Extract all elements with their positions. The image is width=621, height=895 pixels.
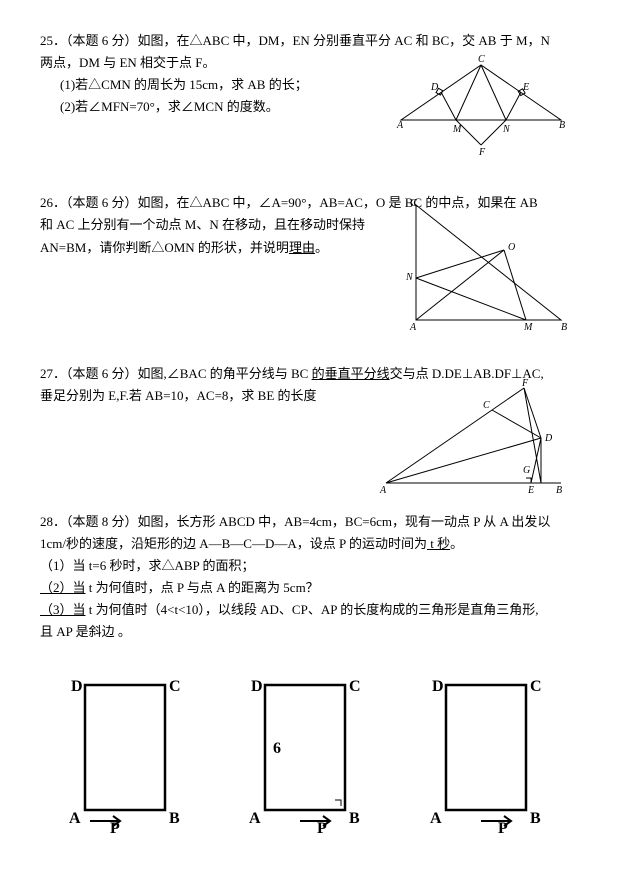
p28-fig-1: D C A B P: [65, 673, 195, 840]
p28-f1-B: B: [169, 810, 180, 827]
p26-figure: A B C O M N: [406, 200, 571, 337]
p26-label-N: N: [405, 272, 414, 283]
p27-label-F: F: [521, 378, 529, 389]
p27-u: 的垂直平分线: [312, 366, 390, 381]
p28-q3-pre: （3）当: [40, 602, 86, 617]
p25-label-C: C: [478, 54, 485, 65]
p25-label-D: D: [430, 82, 439, 93]
p28-f1-A: A: [69, 810, 81, 827]
p28-line2-pre: 1cm/秒的速度，沿矩形的边 A—B—C—D—A，设点 P 的运动时间为: [40, 536, 427, 551]
p28-num: 28．: [40, 514, 66, 529]
p28-f3-C: C: [530, 678, 542, 695]
p26-label-A: A: [409, 322, 417, 333]
problem-26: 26．（本题 6 分）如图，在△ABC 中，∠A=90°，AB=AC，O 是 B…: [40, 192, 581, 338]
p27-label-E: E: [527, 485, 534, 496]
p25-label-E: E: [522, 82, 529, 93]
problem-27: 27．（本题 6 分）如图,∠BAC 的角平分线与 BC 的垂直平分线交与点 D…: [40, 363, 581, 487]
p27-label-G: G: [523, 465, 530, 476]
p27-label-A: A: [379, 485, 387, 496]
p28-head: （本题 8 分）如图，长方形 ABCD 中，AB=4cm，BC=6cm，现有一动…: [66, 514, 550, 529]
problem-28: 28．（本题 8 分）如图，长方形 ABCD 中，AB=4cm，BC=6cm，现…: [40, 511, 581, 841]
p28-f3-A: A: [430, 810, 442, 827]
p26-label-B: B: [561, 322, 567, 333]
p28-q1: （1）当 t=6 秒时，求△ABP 的面积；: [40, 555, 581, 577]
p28-q2: （2）当 t 为何值时，点 P 与点 A 的距离为 5cm？: [40, 577, 581, 599]
p26-label-C: C: [410, 198, 417, 209]
p26-num: 26．: [40, 195, 66, 210]
p25-num: 25．: [40, 33, 66, 48]
p27-figure: A B C D E F G: [376, 383, 576, 500]
p28-f2-B: B: [349, 810, 360, 827]
p28-line1: 28．（本题 8 分）如图，长方形 ABCD 中，AB=4cm，BC=6cm，现…: [40, 511, 581, 533]
p26-line3-u: 理由: [289, 240, 315, 255]
p28-f2-A: A: [249, 810, 261, 827]
p26-line3-post: 。: [315, 240, 328, 255]
p27-label-C: C: [483, 400, 490, 411]
p25-label-B: B: [559, 120, 565, 131]
p28-line2-u: t 秒: [427, 536, 450, 551]
p28-f1-D: D: [71, 678, 83, 695]
p28-q2-u: t 为何值时，点 P 与点 A 的距离为 5cm？: [86, 580, 319, 595]
p26-line3-pre: AN=BM，请你判断△OMN 的形状，并说明: [40, 240, 289, 255]
problem-25: 25．（本题 6 分）如图，在△ABC 中，DM，EN 分别垂直平分 AC 和 …: [40, 30, 581, 168]
p28-f2-C: C: [349, 678, 361, 695]
p27-line1: 27．（本题 6 分）如图,∠BAC 的角平分线与 BC 的垂直平分线交与点 D…: [40, 363, 581, 385]
p25-label-A: A: [396, 120, 404, 131]
p28-f3-D: D: [432, 678, 444, 695]
p25-label-F: F: [478, 147, 486, 158]
p25-head: （本题 6 分）如图，在△ABC 中，DM，EN 分别垂直平分 AC 和 BC，…: [66, 33, 550, 48]
p27-pre: （本题 6 分）如图,∠BAC 的角平分线与 BC: [66, 366, 312, 381]
p28-fig-3: D C A B P: [426, 673, 556, 840]
p25-figure: A B C D E M N F: [391, 60, 571, 162]
p26-label-M: M: [523, 322, 533, 333]
p28-f3-B: B: [530, 810, 541, 827]
p28-f2-P: P: [317, 820, 327, 837]
p28-f1-P: P: [110, 820, 120, 837]
p28-f3-P: P: [498, 820, 508, 837]
p27-label-B: B: [556, 485, 562, 496]
p28-fig-2: D C A B 6 P: [245, 673, 375, 840]
p28-line2-post: 。: [450, 536, 463, 551]
p28-q2-pre: （2）当: [40, 580, 86, 595]
p28-figures: D C A B P D C A B 6: [40, 673, 581, 840]
p28-q3b: 且 AP 是斜边 。: [40, 621, 581, 643]
p28-q3-mid: t 为何值时（4<t<10），以线段 AD、CP、AP 的长度构成的三角形是直角…: [86, 602, 539, 617]
p27-num: 27．: [40, 366, 66, 381]
p28-f1-C: C: [169, 678, 181, 695]
p26-label-O: O: [508, 242, 515, 253]
p27-label-D: D: [544, 433, 553, 444]
p25-label-N: N: [502, 124, 511, 135]
p28-f2-D: D: [251, 678, 263, 695]
p28-q3a: （3）当 t 为何值时（4<t<10），以线段 AD、CP、AP 的长度构成的三…: [40, 599, 581, 621]
p25-label-M: M: [452, 124, 462, 135]
p25-line1: 25．（本题 6 分）如图，在△ABC 中，DM，EN 分别垂直平分 AC 和 …: [40, 30, 581, 52]
p28-line2: 1cm/秒的速度，沿矩形的边 A—B—C—D—A，设点 P 的运动时间为 t 秒…: [40, 533, 581, 555]
p27-post: 交与点 D.DE⊥AB.DF⊥AC,: [390, 366, 544, 381]
p28-f2-six: 6: [273, 740, 281, 757]
